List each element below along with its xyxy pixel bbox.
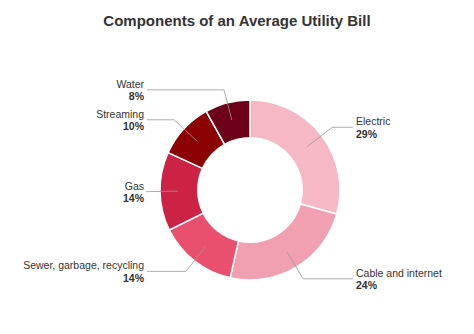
chart: Components of an Average Utility Bill Ele… <box>0 0 474 334</box>
leader-line <box>147 90 232 120</box>
slice-label: Water <box>116 78 144 90</box>
data-label: 24% <box>356 279 378 291</box>
data-label: 10% <box>123 120 145 132</box>
leader-line <box>307 127 353 146</box>
slice-label: Streaming <box>96 108 144 120</box>
leader-line <box>147 120 197 141</box>
slices <box>160 100 340 280</box>
slice-label: Cable and internet <box>356 267 442 279</box>
slice-label: Gas <box>125 180 144 192</box>
data-label: 14% <box>123 192 145 204</box>
slice-label: Sewer, garbage, recycling <box>23 259 144 271</box>
leader-line <box>147 247 205 272</box>
labels: Electric29% Cable and internet24% Sewer, g… <box>23 78 442 291</box>
leader-line <box>287 252 353 279</box>
title: Components of an Average Utility Bill <box>103 12 370 29</box>
leader-line <box>147 191 178 192</box>
slice <box>230 204 337 280</box>
slice-label: Electric <box>356 115 390 127</box>
slice <box>250 100 340 214</box>
data-label: 29% <box>356 128 378 140</box>
data-label: 8% <box>129 90 145 102</box>
data-label: 14% <box>123 272 145 284</box>
chart-container: Components of an Average Utility Bill Ele… <box>0 0 474 334</box>
